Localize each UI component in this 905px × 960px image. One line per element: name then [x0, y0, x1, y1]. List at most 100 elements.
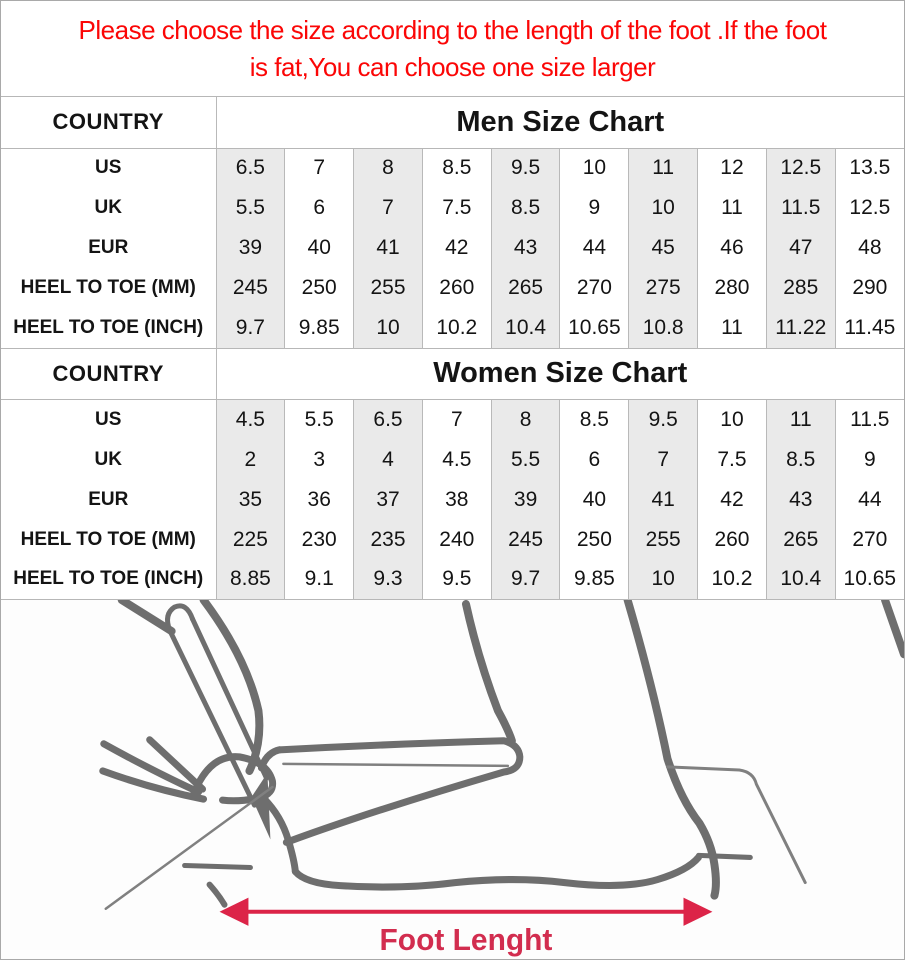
size-cell: 275	[628, 268, 698, 308]
size-cell: 10.4	[765, 559, 836, 600]
size-cell: 270	[559, 268, 629, 308]
table-row: UK 2 3 4 4.5 5.5 6 7 7.5 8.5 9	[1, 439, 904, 480]
size-cell: 40	[559, 479, 629, 520]
table-header-row: COUNTRY Men Size Chart	[1, 97, 904, 149]
size-cell: 10	[628, 188, 698, 228]
size-cell: 8	[490, 399, 560, 440]
size-cell: 235	[353, 519, 423, 560]
table-title: Men Size Chart	[215, 97, 904, 149]
size-cell: 7	[421, 399, 492, 440]
size-cell: 11	[628, 148, 698, 188]
row-label-cell: EUR	[88, 237, 129, 258]
size-cell: 290	[834, 268, 904, 308]
size-cell: 9.5	[490, 148, 560, 188]
size-cell: 44	[559, 228, 629, 268]
size-cell: 8.85	[215, 559, 285, 600]
size-cell: 10	[353, 308, 423, 348]
size-cell: 10	[697, 399, 767, 440]
size-cell: 48	[834, 228, 904, 268]
row-label-cell: US	[95, 157, 122, 179]
size-cell: 42	[697, 479, 767, 520]
size-cell: 6	[559, 439, 629, 480]
size-cell: 250	[284, 268, 354, 308]
size-cell: 270	[834, 519, 904, 560]
size-cell: 7.5	[421, 188, 492, 228]
size-cell: 280	[697, 268, 767, 308]
size-cell: 9.85	[284, 308, 354, 348]
size-cell: 10.65	[834, 559, 904, 600]
size-cell: 9.5	[421, 559, 492, 600]
size-cell: 250	[559, 519, 629, 560]
size-cell: 12.5	[765, 148, 836, 188]
size-cell: 46	[697, 228, 767, 268]
size-cell: 8	[353, 148, 423, 188]
size-cell: 9.85	[559, 559, 629, 600]
size-cell: 3	[284, 439, 354, 480]
women-size-table: COUNTRY Women Size Chart US 4.5 5.5 6.5 7 8 8.5 9…	[1, 348, 904, 600]
size-cell: 7	[353, 188, 423, 228]
size-cell: 285	[765, 268, 836, 308]
warning-banner: Please choose the size according to the …	[1, 1, 904, 97]
size-cell: 8.5	[421, 148, 492, 188]
size-cell: 11.22	[765, 308, 836, 348]
size-cell: 4.5	[421, 439, 492, 480]
table-title: Women Size Chart	[215, 348, 904, 400]
size-cell: 9.7	[215, 308, 285, 348]
size-cell: 12	[697, 148, 767, 188]
size-cell: 4	[353, 439, 423, 480]
size-cell: 265	[490, 268, 560, 308]
warning-line-1: Please choose the size according to the …	[78, 14, 827, 45]
size-cell: 10.2	[421, 308, 492, 348]
size-cell: 12.5	[834, 188, 904, 228]
size-cell: 5.5	[490, 439, 560, 480]
row-label-cell: EUR	[88, 488, 129, 510]
table-row: US 6.5 7 8 8.5 9.5 10 11 12 12.5 13.5	[1, 148, 904, 188]
row-label-cell: US	[95, 408, 122, 430]
size-cell: 6.5	[215, 148, 285, 188]
size-cell: 37	[353, 479, 423, 520]
size-cell: 7.5	[697, 439, 767, 480]
table-row: EUR 35 36 37 38 39 40 41 42 43 44	[1, 479, 904, 520]
row-label-cell: HEEL TO TOE (MM)	[20, 528, 196, 550]
size-cell: 10	[559, 148, 629, 188]
size-cell: 255	[353, 268, 423, 308]
size-cell: 11	[697, 308, 767, 348]
size-cell: 40	[284, 228, 354, 268]
size-cell: 8.5	[559, 399, 629, 440]
foot-length-arrow	[219, 897, 713, 926]
size-cell: 7	[628, 439, 698, 480]
size-cell: 39	[215, 228, 285, 268]
size-cell: 9.1	[284, 559, 354, 600]
table-row: HEEL TO TOE (MM) 225 230 235 240 245 250 255 260…	[1, 519, 904, 560]
size-cell: 11.5	[765, 188, 836, 228]
size-cell: 255	[628, 519, 698, 560]
size-cell: 2	[215, 439, 285, 480]
size-cell: 4.5	[215, 399, 285, 440]
men-size-table: COUNTRY Men Size Chart US 6.5 7 8 8.5 9.5 10 11 12…	[1, 97, 904, 349]
size-cell: 6.5	[353, 399, 423, 440]
size-cell: 36	[284, 479, 354, 520]
size-cell: 245	[215, 268, 285, 308]
size-cell: 6	[284, 188, 354, 228]
size-cell: 39	[490, 479, 560, 520]
size-cell: 260	[697, 519, 767, 560]
table-row: HEEL TO TOE (INCH) 9.7 9.85 10 10.2 10.4 10.65…	[1, 308, 904, 348]
size-cell: 8.5	[765, 439, 836, 480]
foot-measure-diagram: Foot Lenght	[1, 600, 904, 959]
size-cell: 9.3	[353, 559, 423, 600]
warning-line-2: is fat,You can choose one size larger	[249, 51, 656, 82]
size-cell: 10.2	[697, 559, 767, 600]
size-cell: 47	[765, 228, 836, 268]
size-cell: 10.8	[628, 308, 698, 348]
size-cell: 43	[765, 479, 836, 520]
table-row: EUR 39 40 41 42 43 44 45 46 47 48	[1, 228, 904, 268]
foot-illustration: Foot Lenght	[99, 600, 904, 957]
size-cell: 9	[559, 188, 629, 228]
size-cell: 13.5	[834, 148, 904, 188]
size-cell: 8.5	[490, 188, 560, 228]
size-cell: 41	[353, 228, 423, 268]
size-cell: 265	[765, 519, 836, 560]
row-label-cell: UK	[94, 197, 122, 218]
size-cell: 7	[284, 148, 354, 188]
